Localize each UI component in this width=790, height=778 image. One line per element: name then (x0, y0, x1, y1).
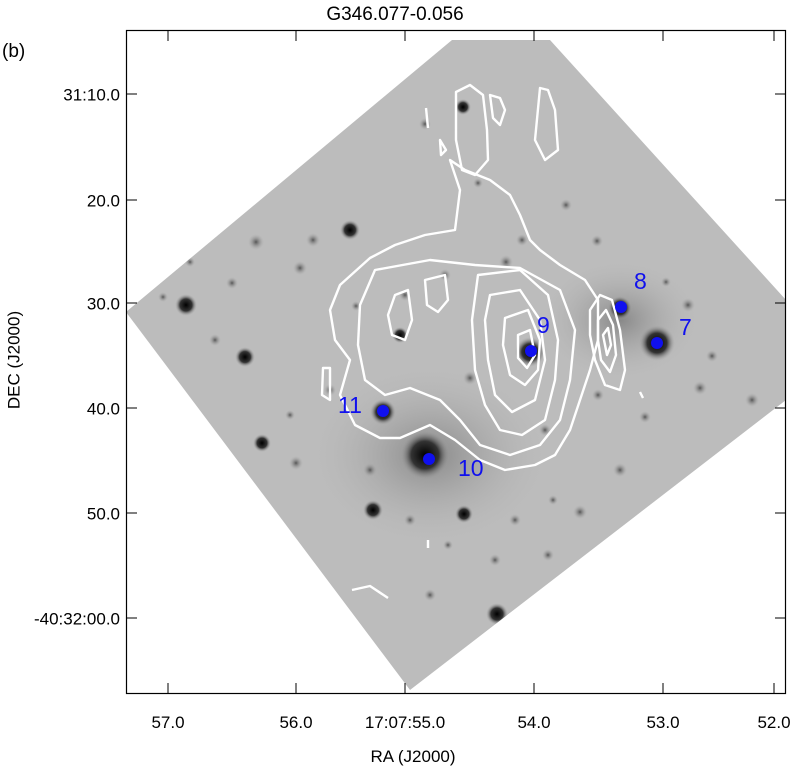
source-label-10: 10 (458, 455, 484, 481)
emission-contours (320, 83, 645, 599)
axis-ticks (127, 31, 785, 693)
source-markers (377, 301, 663, 465)
x-tick-label: 53.0 (646, 713, 680, 732)
x-tick-label: 57.0 (151, 713, 185, 732)
source-10-marker (423, 453, 435, 465)
x-tick-label: 52.0 (757, 713, 790, 732)
y-tick-label: 50.0 (86, 504, 120, 524)
y-tick-label: 31:10.0 (63, 85, 120, 105)
panel-label: (b) (2, 41, 26, 62)
x-tick-label: 54.0 (517, 713, 551, 732)
y-tick-label: 40.0 (86, 399, 120, 419)
plot-frame (125, 29, 787, 695)
source-7-marker (651, 337, 663, 349)
source-label-8: 8 (634, 268, 647, 294)
source-label-7: 7 (679, 314, 692, 340)
y-axis-label: DEC (J2000) (4, 310, 24, 410)
x-tick-label: 17:07:55.0 (364, 713, 446, 732)
source-8-marker (615, 301, 627, 313)
y-tick-label: 20.0 (86, 191, 120, 211)
source-label-11: 11 (338, 392, 362, 418)
y-tick-label: -40:32:00.0 (33, 609, 120, 629)
source-11-marker (377, 405, 389, 417)
star-field (158, 99, 759, 661)
figure-title: G346.077-0.056 (326, 4, 464, 25)
source-9-marker (525, 345, 537, 357)
x-tick-label: 56.0 (279, 713, 313, 732)
x-axis-label: RA (J2000) (370, 747, 456, 766)
y-tick-label: 30.0 (86, 294, 120, 314)
source-label-9: 9 (537, 312, 550, 338)
